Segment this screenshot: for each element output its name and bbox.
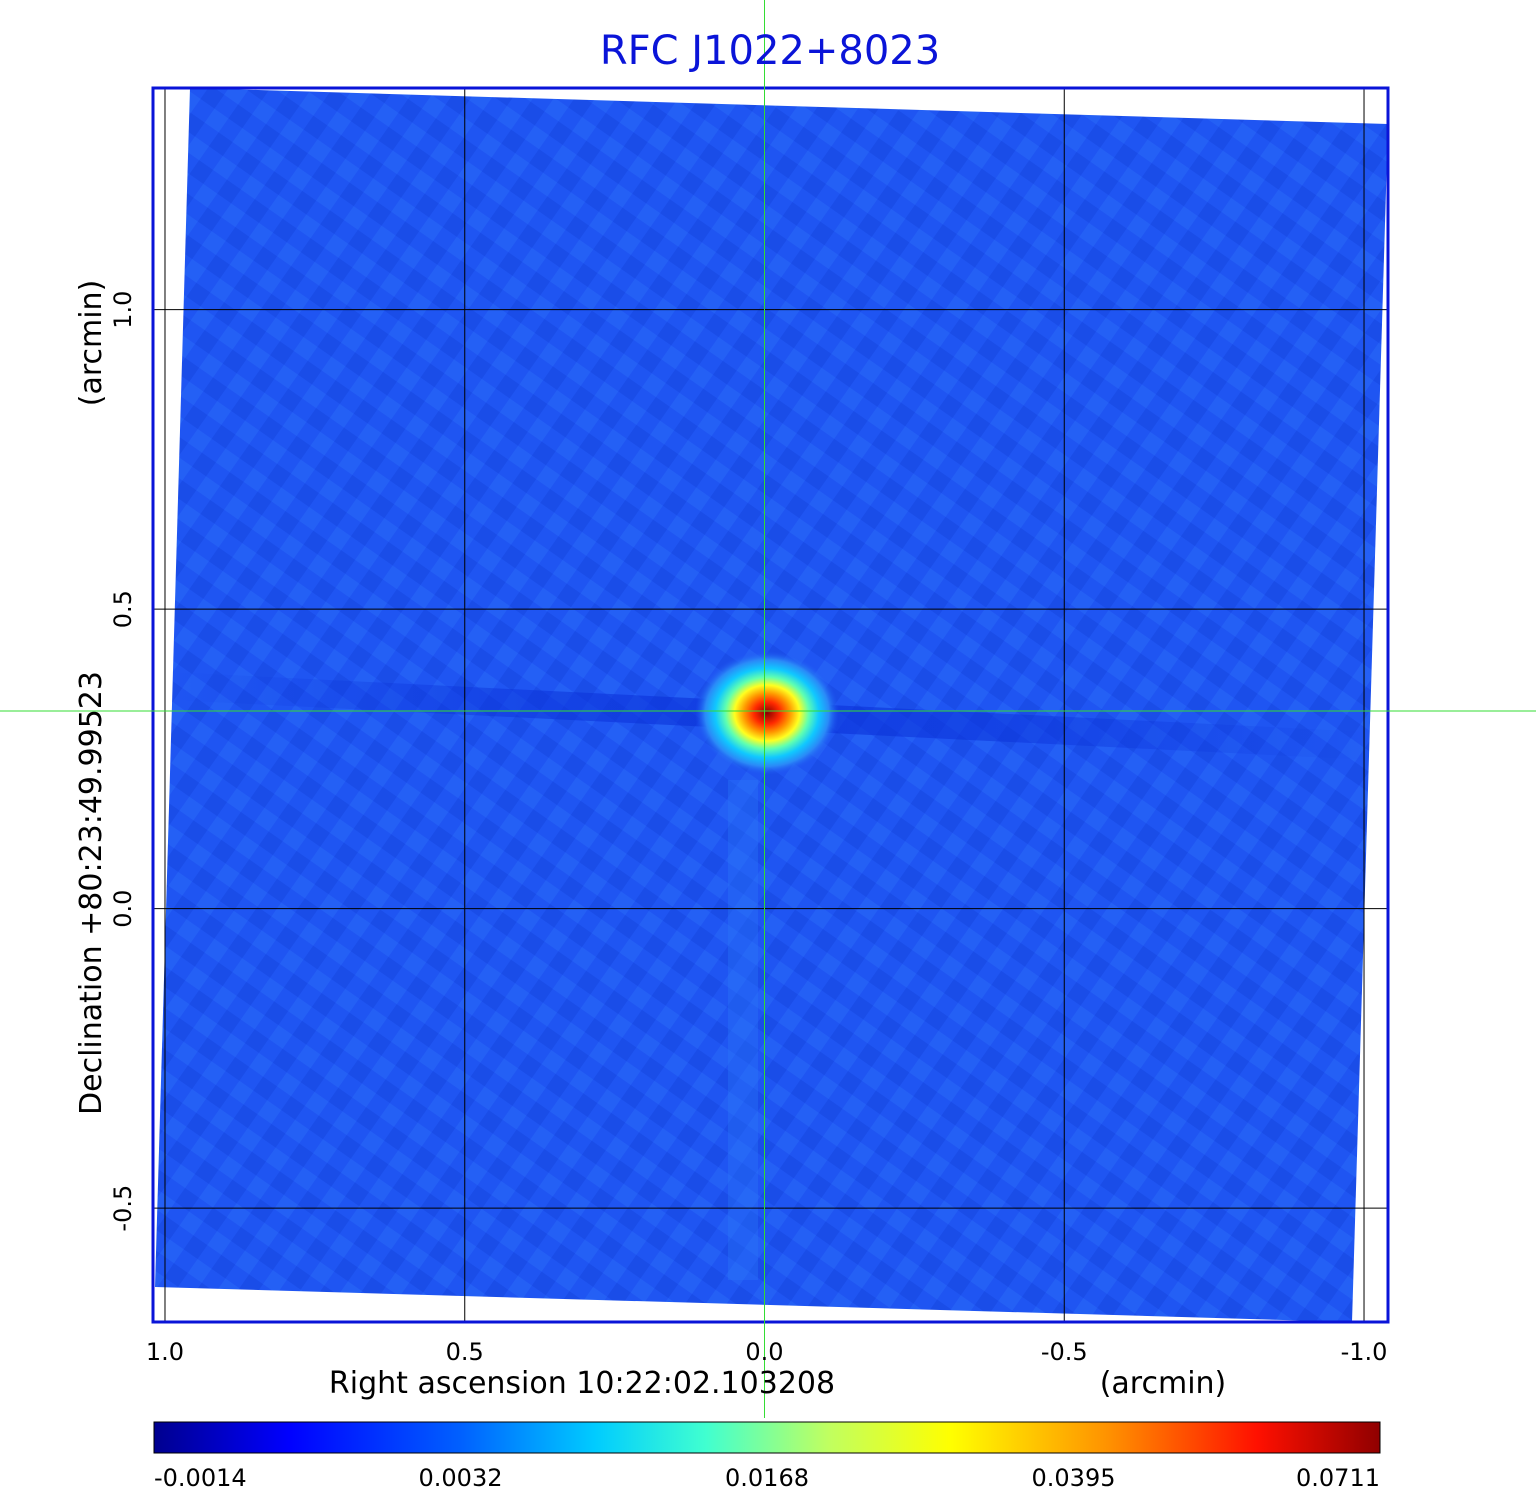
x-tick-label: 0.0 [745,1338,783,1366]
map-image [155,88,1388,1322]
x-axis-label: Right ascension 10:22:02.103208 [329,1366,835,1401]
x-tick-label: -0.5 [1041,1338,1088,1366]
sidelobe-streak [728,780,758,1280]
plot-frame [151,86,1390,1324]
y-axis-label: Declination +80:23:49.99523 [74,671,109,1115]
x-tick-label: 0.5 [446,1338,484,1366]
crosshair [0,0,1536,1418]
y-tick-label: 1.0 [109,291,137,329]
colorbar-tick-label: -0.0014 [154,1464,247,1492]
x-tick-labels: 1.0 0.5 0.0 -0.5 -1.0 [146,1338,1388,1366]
y-tick-label: 0.5 [109,590,137,628]
x-tick-label: -1.0 [1341,1338,1388,1366]
y-axis-unit: (arcmin) [74,280,109,407]
x-axis-unit: (arcmin) [1100,1366,1227,1401]
x-tick-label: 1.0 [146,1338,184,1366]
y-tick-label: -0.5 [109,1185,137,1232]
source-peak [695,651,839,775]
colorbar-tick-label: 0.0032 [419,1464,503,1492]
colorbar-tick-labels: -0.0014 0.0032 0.0168 0.0395 0.0711 [154,1464,1380,1492]
chart-title: RFC J1022+8023 [600,28,940,74]
colorbar-tick-label: 0.0711 [1296,1464,1380,1492]
y-tick-labels: 1.0 0.5 0.0 -0.5 [109,291,137,1232]
y-tick-label: 0.0 [109,890,137,928]
colorbar-tick-label: 0.0395 [1032,1464,1116,1492]
colorbar [153,1421,1381,1454]
colorbar-tick-label: 0.0168 [725,1464,809,1492]
